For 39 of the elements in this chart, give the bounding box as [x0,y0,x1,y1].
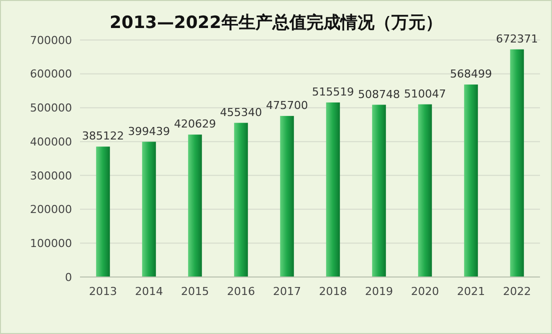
bar [188,134,202,277]
data-label: 475700 [266,98,308,112]
bar [326,102,340,277]
bar [280,116,294,277]
y-tick-label: 0 [65,270,72,284]
data-label: 455340 [220,106,262,119]
y-tick-label: 100000 [30,236,72,250]
x-tick-label: 2017 [273,285,301,298]
bar [418,104,432,277]
x-tick-label: 2018 [319,285,347,298]
bar [234,122,248,277]
bar [372,104,386,277]
bar [510,49,524,277]
x-tick-label: 2021 [457,285,485,298]
y-tick-label: 400000 [30,135,72,148]
data-label: 508748 [358,88,400,101]
x-tick-label: 2020 [411,285,439,298]
x-tick-label: 2016 [227,285,255,298]
data-label: 385122 [82,130,124,143]
data-label: 510047 [404,87,446,100]
data-label: 568499 [450,68,492,81]
y-tick-label: 500000 [30,102,72,115]
bar [142,142,156,277]
x-tick-label: 2022 [503,285,531,298]
bar [96,146,110,277]
data-label: 515519 [312,85,354,98]
data-label: 399439 [128,124,170,138]
chart-title: 2013—2022年生产总值完成情况（万元） [110,13,442,33]
x-tick-label: 2013 [89,285,117,298]
y-tick-label: 600000 [30,68,72,81]
data-label: 420629 [174,118,216,131]
y-tick-label: 300000 [30,169,72,182]
bar [464,84,478,277]
x-tick-label: 2015 [181,285,209,298]
y-tick-label: 700000 [30,34,72,47]
data-label: 672371 [496,32,538,46]
x-tick-label: 2014 [135,285,163,298]
x-tick-label: 2019 [365,285,393,298]
y-tick-label: 200000 [30,203,72,216]
